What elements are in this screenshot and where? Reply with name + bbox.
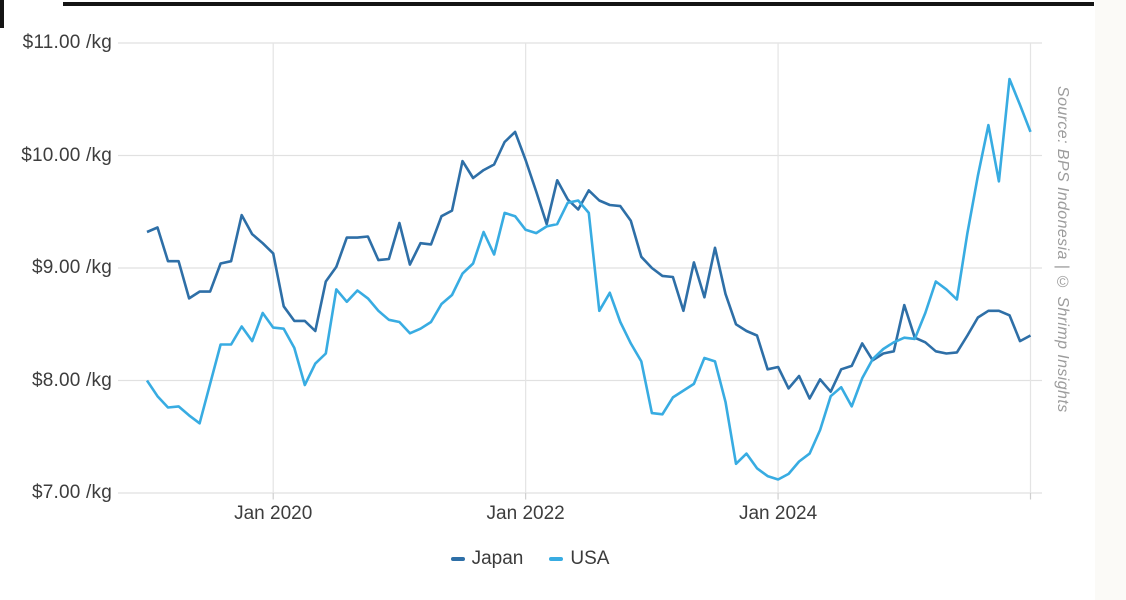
japan-line [146, 130, 1032, 400]
usa-line [145, 77, 1032, 481]
x-axis-tick-label: Jan 2022 [486, 503, 565, 524]
y-axis-tick-label: $8.00 /kg [32, 369, 112, 391]
legend-label: USA [570, 548, 610, 569]
legend-label: Japan [471, 548, 524, 569]
x-axis-tick-label: Jan 2020 [234, 503, 313, 524]
legend-item-usa[interactable]: USA [549, 548, 609, 570]
legend-item-japan[interactable]: Japan [450, 548, 524, 570]
source-attribution: Source: BPS Indonesia | © Shrimp Insight… [1054, 86, 1071, 413]
y-axis-tick-label: $10.00 /kg [21, 144, 112, 166]
y-axis-tick-label: $7.00 /kg [32, 482, 112, 503]
left-edge-mark [0, 0, 4, 28]
x-axis-tick-label: Jan 2024 [738, 503, 818, 524]
y-axis-tick-label: $11.00 /kg [22, 32, 112, 53]
page-margin-strip [1095, 0, 1126, 600]
legend: Japan USA [0, 548, 1060, 570]
top-border-line [63, 2, 1094, 6]
legend-swatch-usa [549, 557, 564, 561]
y-axis-tick-label: $9.00 /kg [32, 257, 112, 278]
legend-swatch-japan [450, 557, 465, 561]
